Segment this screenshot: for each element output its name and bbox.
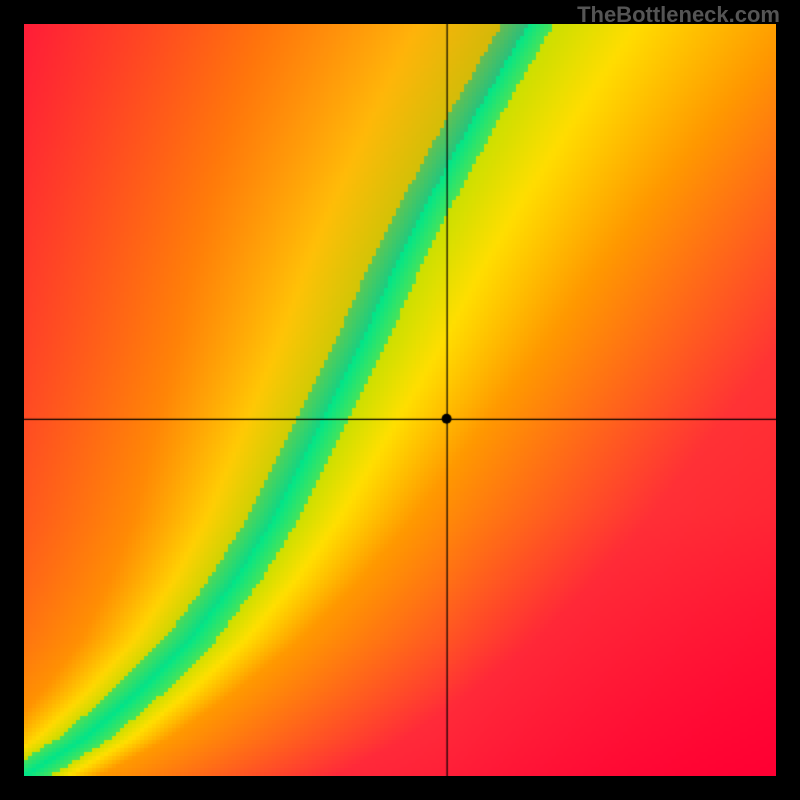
bottleneck-heatmap <box>24 24 776 776</box>
chart-container: TheBottleneck.com <box>0 0 800 800</box>
watermark-text: TheBottleneck.com <box>577 2 780 28</box>
